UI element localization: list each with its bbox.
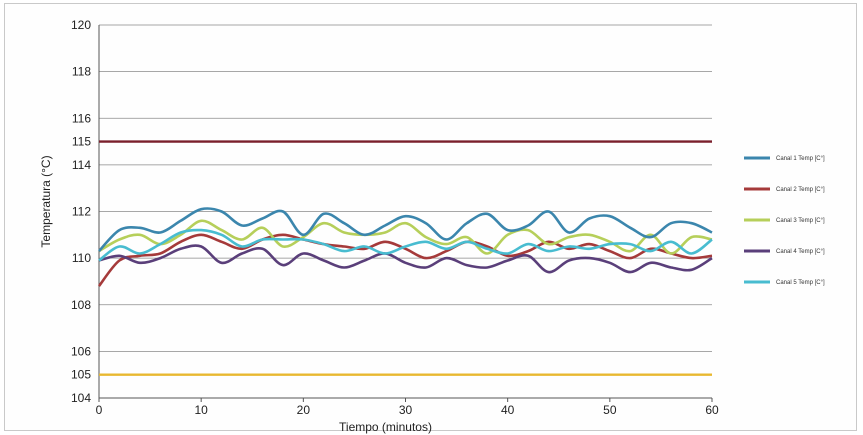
x-tick-label: 40	[501, 403, 515, 417]
legend-label: Canal 4 Temp [C°]	[776, 249, 825, 255]
series-line-canal-2	[97, 233, 713, 287]
y-tick-label: 115	[72, 135, 91, 149]
y-tick-label: 114	[72, 158, 91, 172]
series-line-canal-3	[98, 219, 713, 255]
x-tick-label: 0	[96, 403, 103, 417]
series-line-canal-1	[98, 207, 713, 253]
y-tick-label: 105	[71, 368, 91, 382]
y-tick-label: 116	[72, 111, 91, 125]
y-tick-label: 104	[71, 391, 91, 405]
y-tick-label: 112	[72, 205, 91, 219]
legend-label: Canal 3 Temp [C°]	[776, 218, 825, 224]
x-tick-label: 30	[399, 403, 413, 417]
y-tick-label: 120	[71, 18, 91, 32]
x-tick-label: 10	[194, 403, 208, 417]
legend-label: Canal 2 Temp [C°]	[776, 187, 825, 193]
y-tick-label: 106	[71, 344, 91, 358]
y-tick-label: 110	[72, 251, 91, 265]
chart-frame	[4, 3, 857, 431]
y-tick-label: 108	[71, 298, 91, 312]
legend-label: Canal 5 Temp [C°]	[776, 280, 825, 286]
series-line-canal-5	[98, 228, 713, 262]
series-line-canal-4	[98, 244, 713, 274]
x-tick-label: 20	[297, 403, 311, 417]
legend-label: Canal 1 Temp [C°]	[776, 156, 825, 162]
x-tick-label: 60	[705, 403, 719, 417]
y-axis-title: Temperatura (°C)	[39, 155, 53, 247]
x-axis-title: Tiempo (minutos)	[339, 420, 432, 434]
x-tick-label: 50	[603, 403, 617, 417]
y-tick-label: 118	[72, 65, 91, 79]
